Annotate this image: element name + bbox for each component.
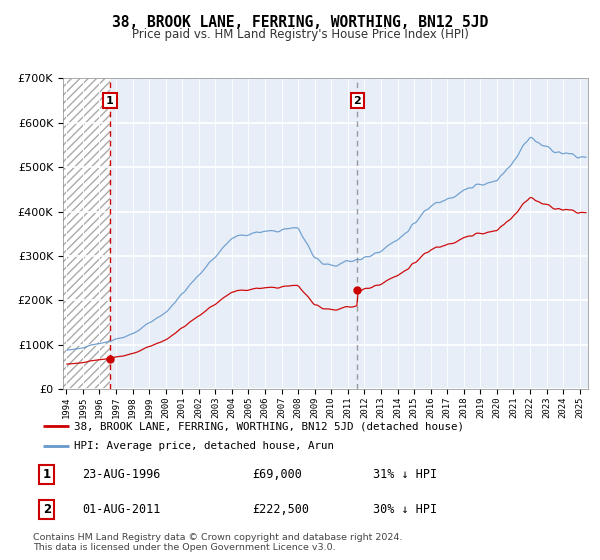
Bar xyxy=(63,78,110,389)
Text: £222,500: £222,500 xyxy=(253,503,310,516)
Text: 38, BROOK LANE, FERRING, WORTHING, BN12 5JD: 38, BROOK LANE, FERRING, WORTHING, BN12 … xyxy=(112,15,488,30)
Text: HPI: Average price, detached house, Arun: HPI: Average price, detached house, Arun xyxy=(74,441,334,451)
Text: 2: 2 xyxy=(353,96,361,106)
Text: 23-AUG-1996: 23-AUG-1996 xyxy=(82,468,161,481)
Text: 2: 2 xyxy=(43,503,51,516)
Text: 30% ↓ HPI: 30% ↓ HPI xyxy=(373,503,437,516)
Text: 01-AUG-2011: 01-AUG-2011 xyxy=(82,503,161,516)
Text: Price paid vs. HM Land Registry's House Price Index (HPI): Price paid vs. HM Land Registry's House … xyxy=(131,28,469,41)
Text: 31% ↓ HPI: 31% ↓ HPI xyxy=(373,468,437,481)
Text: This data is licensed under the Open Government Licence v3.0.: This data is licensed under the Open Gov… xyxy=(33,543,335,552)
Text: £69,000: £69,000 xyxy=(253,468,302,481)
Text: Contains HM Land Registry data © Crown copyright and database right 2024.: Contains HM Land Registry data © Crown c… xyxy=(33,533,403,542)
Text: 38, BROOK LANE, FERRING, WORTHING, BN12 5JD (detached house): 38, BROOK LANE, FERRING, WORTHING, BN12 … xyxy=(74,421,464,431)
Text: 1: 1 xyxy=(106,96,114,106)
Bar xyxy=(63,78,110,389)
Text: 1: 1 xyxy=(43,468,51,481)
